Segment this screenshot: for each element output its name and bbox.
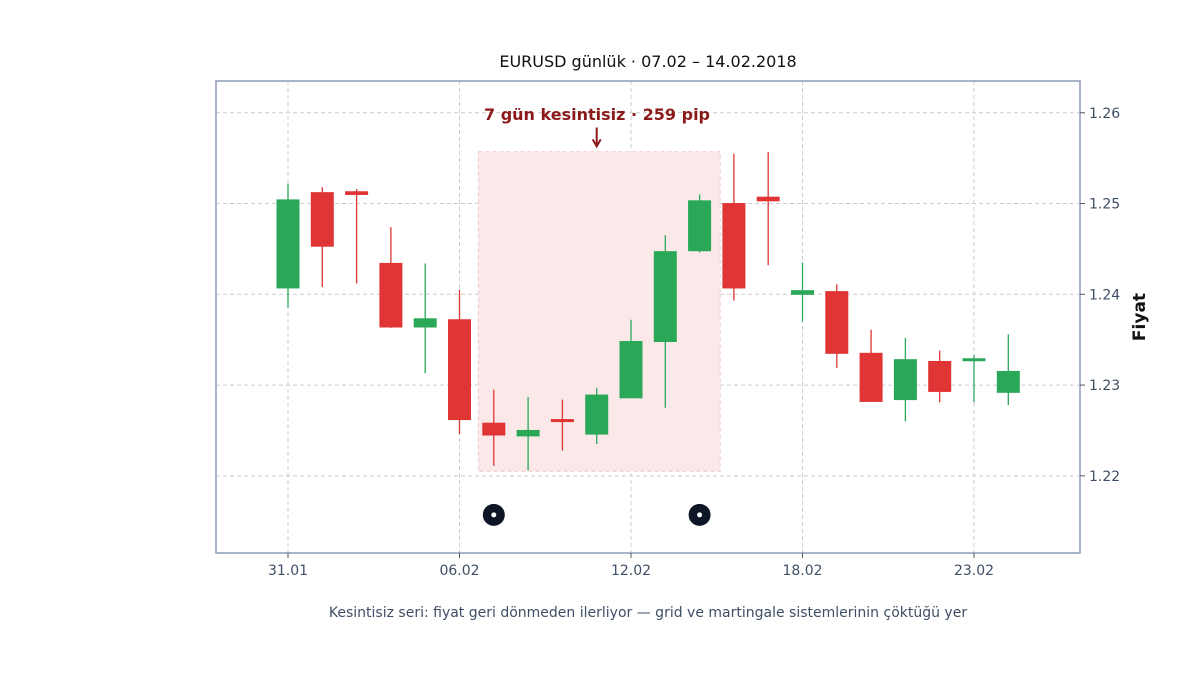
candle-body-up (893, 359, 917, 401)
x-tick-label: 31.01 (268, 563, 308, 579)
candle-body-up (791, 290, 814, 295)
annotation-arrow-head (591, 138, 602, 149)
candle-body-down (928, 360, 952, 392)
candle-body-down (550, 419, 574, 423)
y-tick-label: 1.23 (1089, 378, 1120, 394)
y-tick-label: 1.25 (1089, 197, 1120, 213)
x-tick-label: 18.02 (782, 563, 822, 579)
candle-body-up (653, 251, 677, 343)
x-tick-label: 23.02 (954, 563, 994, 579)
candle-body-up (996, 370, 1020, 393)
candles (276, 151, 1020, 471)
candle-body-down (825, 291, 849, 354)
chart-subtitle: Kesintisiz seri: fiyat geri dönmeden ile… (329, 605, 967, 621)
markers (482, 503, 711, 526)
candle-body-up (276, 199, 300, 289)
y-tick-label: 1.22 (1089, 469, 1120, 485)
streak-marker-dot (697, 512, 703, 518)
y-tick-label: 1.24 (1089, 287, 1120, 303)
candle-body-up (962, 358, 986, 362)
y-axis-label: Fiyat (1130, 293, 1150, 341)
candle-body-down (756, 196, 780, 202)
x-tick-label: 06.02 (439, 563, 479, 579)
x-tick-label: 12.02 (611, 563, 651, 579)
y-tick-label: 1.26 (1089, 106, 1120, 122)
candle-body-down (448, 319, 471, 421)
candle-body-down (482, 422, 506, 436)
annotation-label: 7 gün kesintisiz · 259 pip (484, 105, 710, 124)
candle-body-up (516, 429, 540, 437)
candle-body-up (688, 200, 712, 252)
chart-title: EURUSD günlük · 07.02 – 14.02.2018 (499, 52, 796, 71)
y-axis: 1.22 1.23 1.24 1.25 1.26 (1080, 106, 1120, 485)
candle-body-down (859, 352, 883, 402)
candle-body-down (345, 191, 369, 195)
candle-body-down (722, 203, 746, 289)
candle-body-up (585, 394, 609, 435)
candle-body-down (379, 262, 403, 328)
candle-body-up (619, 341, 643, 399)
candle-body-up (413, 318, 437, 328)
plot-frame (215, 80, 1081, 554)
streak-marker-dot (491, 512, 497, 518)
candle-body-down (310, 192, 334, 247)
x-axis: 31.01 06.02 12.02 18.02 23.02 (268, 553, 994, 579)
